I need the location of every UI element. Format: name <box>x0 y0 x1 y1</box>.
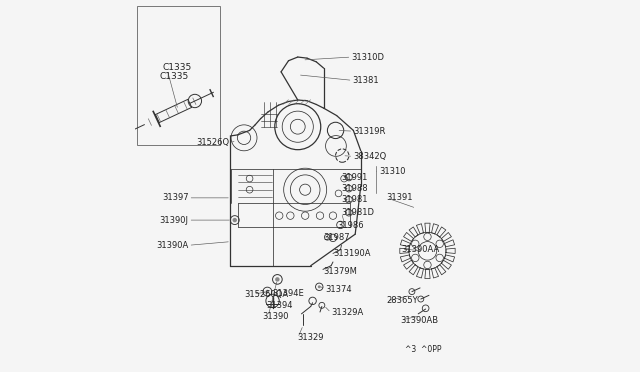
Polygon shape <box>425 269 430 279</box>
Polygon shape <box>431 224 438 234</box>
Polygon shape <box>442 232 451 241</box>
Polygon shape <box>409 265 418 275</box>
Polygon shape <box>446 248 455 253</box>
Circle shape <box>232 218 237 222</box>
Text: 31390J: 31390J <box>159 216 188 225</box>
Text: 31991: 31991 <box>342 173 368 182</box>
Polygon shape <box>445 255 454 262</box>
Polygon shape <box>442 260 451 269</box>
Text: 31397: 31397 <box>162 193 188 202</box>
Text: 31381: 31381 <box>353 76 380 85</box>
Polygon shape <box>437 265 446 275</box>
Text: 31391: 31391 <box>387 193 413 202</box>
Text: 31981D: 31981D <box>342 208 374 217</box>
Text: 31390AB: 31390AB <box>401 316 439 325</box>
Polygon shape <box>417 268 424 278</box>
Polygon shape <box>417 224 424 234</box>
Polygon shape <box>401 255 410 262</box>
Text: 31988: 31988 <box>342 184 368 193</box>
Polygon shape <box>404 260 413 269</box>
Text: 31379M: 31379M <box>324 267 358 276</box>
Text: C1335: C1335 <box>163 63 192 72</box>
Text: 31310: 31310 <box>380 167 406 176</box>
Text: 31986: 31986 <box>338 221 364 230</box>
Text: 313190A: 313190A <box>333 249 371 258</box>
Text: 31329: 31329 <box>298 333 324 343</box>
Text: 38342Q: 38342Q <box>353 152 387 161</box>
Text: 31394E: 31394E <box>272 289 303 298</box>
Text: 315260QA: 315260QA <box>244 290 288 299</box>
Circle shape <box>266 290 269 294</box>
Circle shape <box>275 277 280 282</box>
Polygon shape <box>400 248 409 253</box>
Text: 31329A: 31329A <box>331 308 364 317</box>
Text: 31390: 31390 <box>262 312 289 321</box>
Text: ^3  ^0PP: ^3 ^0PP <box>405 345 442 354</box>
Bar <box>136 6 220 145</box>
Text: 31394: 31394 <box>266 301 292 310</box>
Text: 31319R: 31319R <box>353 126 386 136</box>
Text: 28365Y: 28365Y <box>387 296 419 305</box>
Polygon shape <box>437 227 446 237</box>
Polygon shape <box>445 240 454 247</box>
Text: 31526Q: 31526Q <box>196 138 229 147</box>
Text: 31374: 31374 <box>326 285 352 294</box>
Text: 31390A: 31390A <box>156 241 188 250</box>
Polygon shape <box>404 232 413 241</box>
Text: 31390AA: 31390AA <box>401 244 440 253</box>
Circle shape <box>318 285 321 288</box>
Text: 31987: 31987 <box>323 233 349 243</box>
Polygon shape <box>409 227 418 237</box>
Polygon shape <box>401 240 410 247</box>
Polygon shape <box>431 268 438 278</box>
Text: 31981: 31981 <box>342 195 368 204</box>
Text: C1335: C1335 <box>160 72 189 81</box>
Text: 31310D: 31310D <box>351 52 385 61</box>
Polygon shape <box>425 223 430 232</box>
